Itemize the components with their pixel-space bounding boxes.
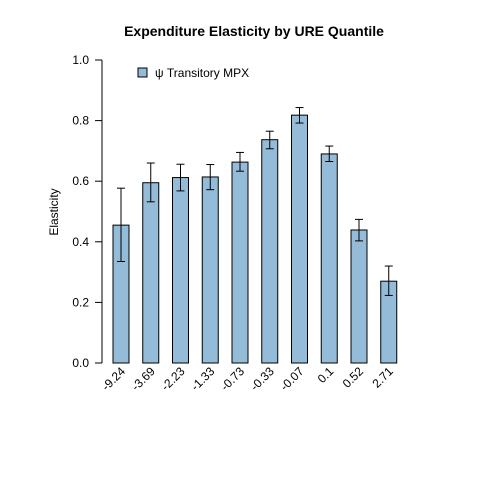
bar (261, 139, 279, 364)
legend-label: ψ Transitory MPX (155, 66, 249, 80)
chart-title: Expenditure Elasticity by URE Quantile (124, 23, 384, 39)
legend: ψ Transitory MPX (137, 66, 249, 80)
y-tick-label: 1.0 (72, 53, 89, 67)
bar (291, 114, 308, 364)
y-axis-label: Elasticity (47, 188, 61, 235)
y-tick-label: 0.4 (72, 235, 89, 249)
error-bars (117, 107, 393, 296)
y-tick-label: 0.6 (72, 174, 89, 188)
bar (231, 161, 249, 364)
bars (112, 114, 398, 364)
y-tick-label: 0.2 (72, 295, 89, 309)
y-tick-label: 0.0 (72, 356, 89, 370)
y-axis: 0.0 0.2 0.4 0.6 0.8 1.0 (72, 53, 103, 370)
bar (320, 153, 338, 364)
bar (350, 229, 368, 364)
bar (201, 176, 219, 364)
bar (172, 177, 189, 364)
legend-swatch (137, 67, 148, 78)
y-tick-label: 0.8 (72, 114, 89, 128)
bar (142, 182, 160, 364)
